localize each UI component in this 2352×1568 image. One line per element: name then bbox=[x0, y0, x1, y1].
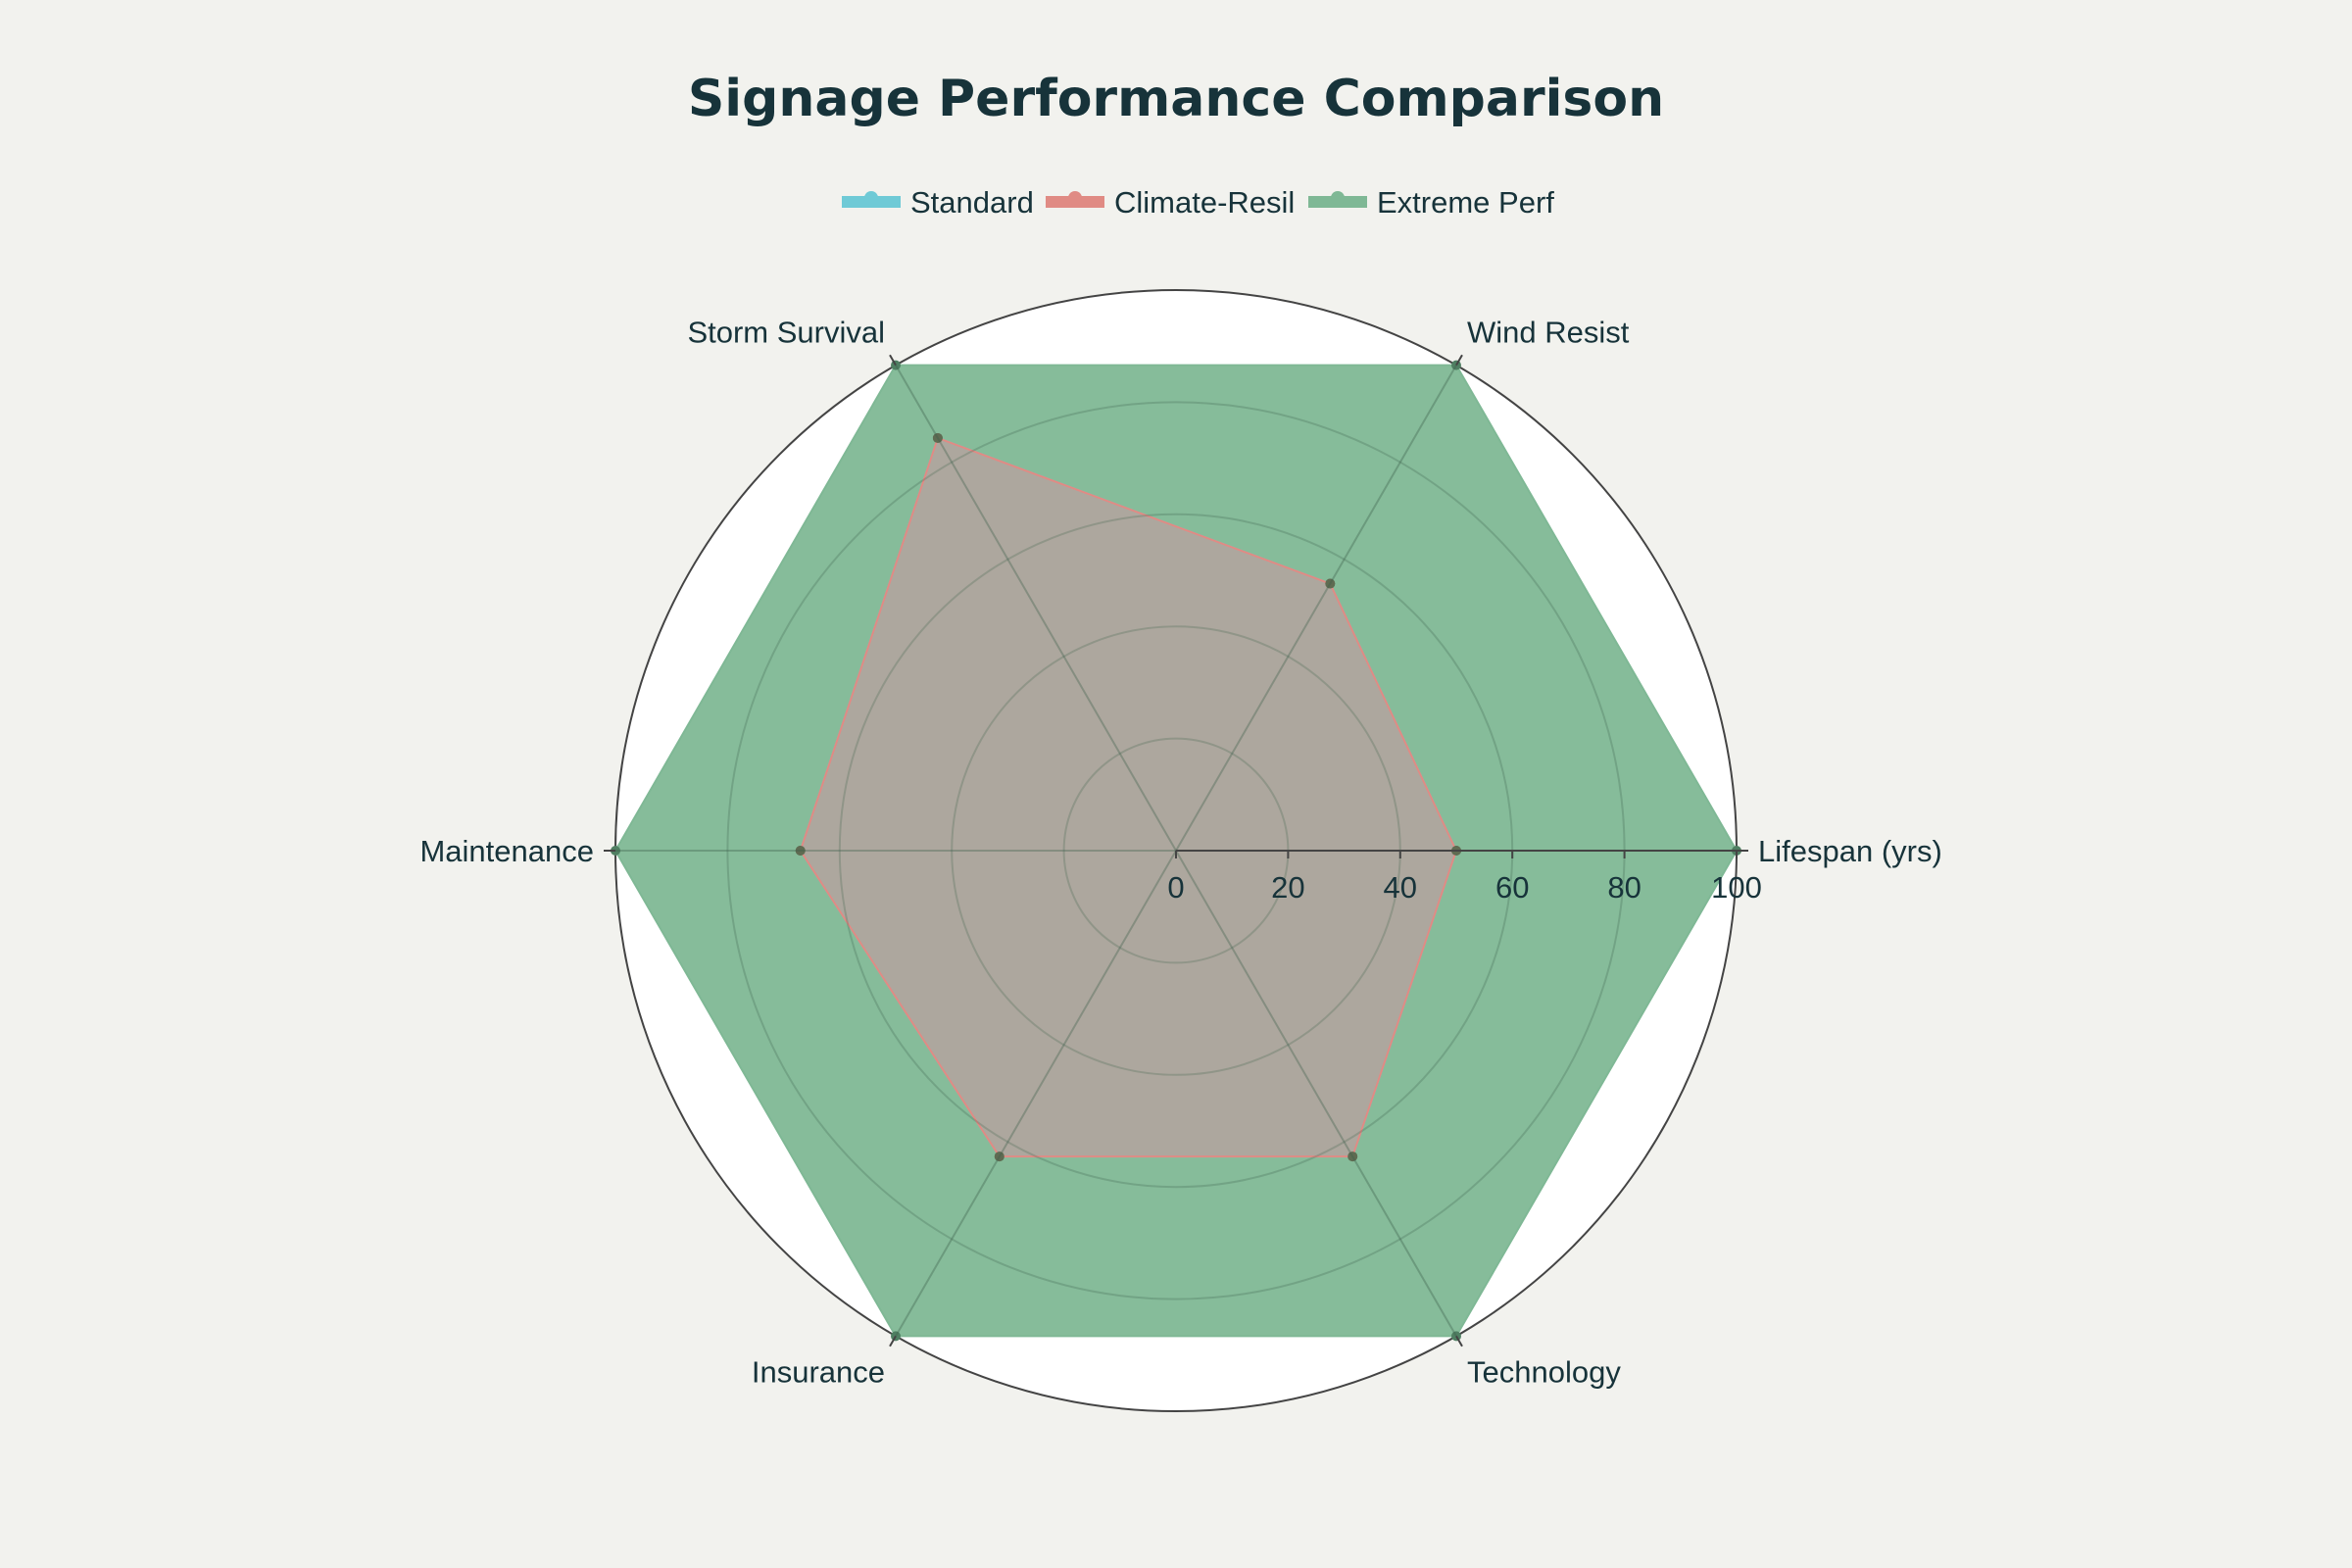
axis-tick bbox=[889, 354, 897, 367]
radial-tick-label: 20 bbox=[1271, 870, 1304, 905]
legend-marker bbox=[1331, 191, 1345, 205]
radial-tick-label: 100 bbox=[1711, 870, 1762, 905]
legend: Standard Climate-Resil Extreme Perf bbox=[842, 185, 1554, 220]
legend-marker bbox=[864, 191, 878, 205]
legend-marker bbox=[1068, 191, 1082, 205]
series-point bbox=[994, 1152, 1004, 1162]
axis-label: Insurance bbox=[752, 1354, 885, 1389]
axis-label: Lifespan (yrs) bbox=[1758, 834, 1942, 868]
axis-label: Storm Survival bbox=[687, 316, 885, 350]
series-point bbox=[1348, 1152, 1358, 1162]
series-point bbox=[795, 846, 806, 856]
axis-label: Maintenance bbox=[419, 834, 594, 868]
radial-tick-label: 80 bbox=[1607, 870, 1641, 905]
axis-label: Technology bbox=[1467, 1354, 1621, 1389]
chart-title: Signage Performance Comparison bbox=[688, 70, 1664, 128]
radial-tick-label: 60 bbox=[1495, 870, 1529, 905]
axis-line bbox=[1175, 850, 1457, 1337]
series-point bbox=[1325, 578, 1336, 589]
radial-tick-label: 0 bbox=[1167, 870, 1184, 905]
axis-tick bbox=[1455, 1335, 1463, 1348]
radial-axis: 0 20 40 60 80 100 bbox=[1167, 850, 1762, 905]
legend-label: Standard bbox=[910, 185, 1034, 220]
axis-tick bbox=[1455, 354, 1463, 367]
series-climate-resil bbox=[795, 432, 1461, 1162]
legend-label: Climate-Resil bbox=[1114, 185, 1295, 220]
axis-line bbox=[895, 365, 1177, 852]
axis-label: Wind Resist bbox=[1467, 316, 1630, 350]
legend-item[interactable]: Climate-Resil bbox=[1046, 185, 1295, 220]
axis-tick bbox=[889, 1335, 897, 1348]
axis-line bbox=[1175, 365, 1457, 852]
legend-item[interactable]: Standard bbox=[842, 185, 1034, 220]
axis-line bbox=[895, 850, 1177, 1337]
axis-labels: Lifespan (yrs) Wind Resist Storm Survival M… bbox=[419, 316, 1941, 1390]
legend-item[interactable]: Extreme Perf bbox=[1308, 185, 1554, 220]
radial-tick-label: 40 bbox=[1384, 870, 1417, 905]
series-point bbox=[932, 432, 943, 443]
legend-label: Extreme Perf bbox=[1377, 185, 1554, 220]
